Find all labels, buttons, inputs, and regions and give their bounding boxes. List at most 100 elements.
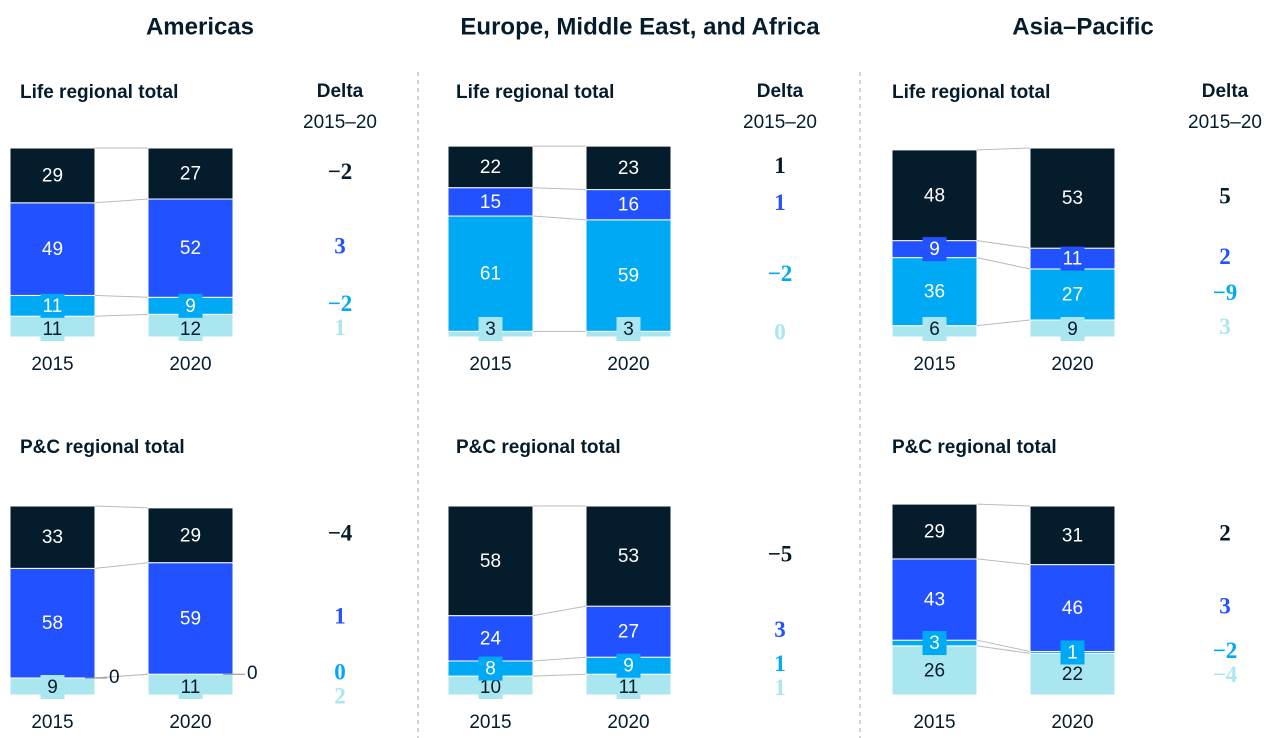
- delta-title: Delta: [317, 81, 364, 102]
- connector: [94, 673, 149, 679]
- bar-segment: [585, 219, 672, 332]
- panel-title: P&C regional total: [892, 437, 1057, 458]
- value-label: 0: [247, 663, 258, 684]
- delta-label: 1: [334, 315, 346, 340]
- delta-label: 5: [1219, 183, 1231, 208]
- delta-label: 2: [1219, 521, 1231, 546]
- x-tick-label: 2015: [913, 354, 955, 375]
- value-label: 8: [485, 659, 496, 680]
- value-label: 24: [480, 628, 502, 649]
- delta-label: −5: [768, 541, 793, 566]
- connector: [94, 294, 149, 298]
- delta-label: 0: [334, 659, 346, 684]
- bar-segment: [447, 187, 534, 217]
- x-tick-label: 2020: [169, 712, 211, 733]
- label-box: [178, 675, 203, 699]
- value-label: 9: [623, 656, 634, 677]
- delta-label: −2: [328, 291, 353, 316]
- connector: [94, 505, 149, 509]
- value-label: 26: [924, 660, 945, 681]
- bar-segment: [1029, 147, 1116, 249]
- region-title: Americas: [146, 13, 254, 40]
- label-box: [1060, 246, 1085, 271]
- value-label: 9: [929, 239, 940, 260]
- connector: [532, 656, 587, 662]
- value-label: 53: [1062, 188, 1083, 209]
- value-label: 15: [480, 192, 501, 213]
- value-label: 59: [618, 266, 639, 287]
- value-label: 9: [185, 296, 196, 317]
- value-label: 22: [1062, 664, 1083, 685]
- label-box: [922, 237, 947, 262]
- value-label: 61: [480, 264, 501, 285]
- delta-label: 1: [774, 190, 786, 215]
- bar-segment: [891, 503, 978, 560]
- delta-label: 1: [774, 153, 786, 178]
- value-label: 27: [1062, 284, 1083, 305]
- value-label: 9: [47, 677, 58, 698]
- delta-label: −2: [1213, 638, 1238, 663]
- region-title: Asia–Pacific: [1012, 13, 1153, 40]
- delta-title: Delta: [1202, 81, 1249, 102]
- label-box: [1060, 640, 1085, 665]
- delta-label: 3: [1219, 314, 1231, 339]
- panel-title: P&C regional total: [20, 437, 185, 458]
- x-tick-label: 2020: [1051, 712, 1093, 733]
- delta-label: −9: [1213, 280, 1238, 305]
- value-label: 3: [623, 319, 634, 340]
- connector: [976, 147, 1031, 151]
- connector: [976, 240, 1031, 249]
- value-label: 3: [929, 633, 940, 654]
- value-label: 48: [924, 185, 945, 206]
- label-box: [178, 317, 203, 341]
- value-label: 11: [43, 296, 63, 317]
- label-box: [616, 653, 641, 678]
- value-label: 11: [1063, 249, 1083, 270]
- connector: [532, 673, 587, 677]
- delta-label: 2: [334, 683, 346, 708]
- value-label: 27: [180, 164, 201, 185]
- value-label: 9: [1067, 319, 1078, 340]
- label-box: [40, 317, 65, 341]
- delta-label: 3: [774, 617, 786, 642]
- value-label: 12: [180, 319, 201, 340]
- x-tick-label: 2015: [31, 712, 73, 733]
- value-label: 3: [485, 319, 496, 340]
- delta-label: 1: [774, 651, 786, 676]
- bar-segment: [585, 145, 672, 191]
- connector: [94, 562, 149, 569]
- value-label: 23: [618, 158, 639, 179]
- x-tick-label: 2015: [469, 712, 511, 733]
- x-tick-label: 2015: [469, 354, 511, 375]
- connector: [976, 645, 1031, 654]
- label-box: [178, 293, 203, 318]
- bar-segment: [585, 605, 672, 658]
- delta-label: 1: [774, 675, 786, 700]
- value-label: 43: [924, 590, 945, 611]
- value-label: 29: [180, 525, 201, 546]
- value-label: 33: [42, 527, 63, 548]
- bar-segment: [585, 189, 672, 221]
- connector: [532, 187, 587, 191]
- value-label: 58: [480, 551, 501, 572]
- delta-label: 0: [774, 319, 786, 344]
- value-label: 59: [180, 608, 201, 629]
- value-label: 29: [924, 522, 945, 543]
- bar-segment: [1029, 564, 1116, 653]
- bar-segment: [891, 149, 978, 242]
- value-label: 22: [480, 157, 501, 178]
- value-label: 16: [618, 195, 639, 216]
- connector: [976, 503, 1031, 507]
- delta-label: −4: [328, 521, 353, 546]
- label-box: [478, 656, 503, 681]
- panel-title: Life regional total: [892, 82, 1050, 103]
- connector: [976, 639, 1031, 653]
- delta-label: −4: [1213, 662, 1238, 687]
- x-tick-label: 2020: [1051, 354, 1093, 375]
- value-label: 46: [1062, 598, 1083, 619]
- label-box: [922, 631, 947, 656]
- delta-label: −2: [768, 261, 793, 286]
- delta-subtitle: 2015–20: [743, 112, 817, 133]
- connector: [976, 319, 1031, 327]
